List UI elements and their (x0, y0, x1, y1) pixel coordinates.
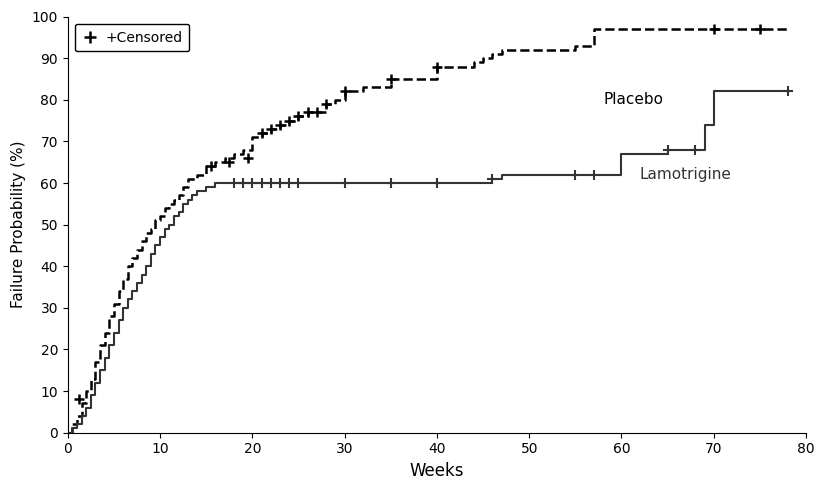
Y-axis label: Failure Probability (%): Failure Probability (%) (11, 141, 26, 308)
Text: Placebo: Placebo (603, 92, 663, 108)
X-axis label: Weeks: Weeks (410, 462, 464, 480)
Legend: +Censored: +Censored (74, 24, 189, 52)
Text: Lamotrigine: Lamotrigine (640, 167, 732, 182)
